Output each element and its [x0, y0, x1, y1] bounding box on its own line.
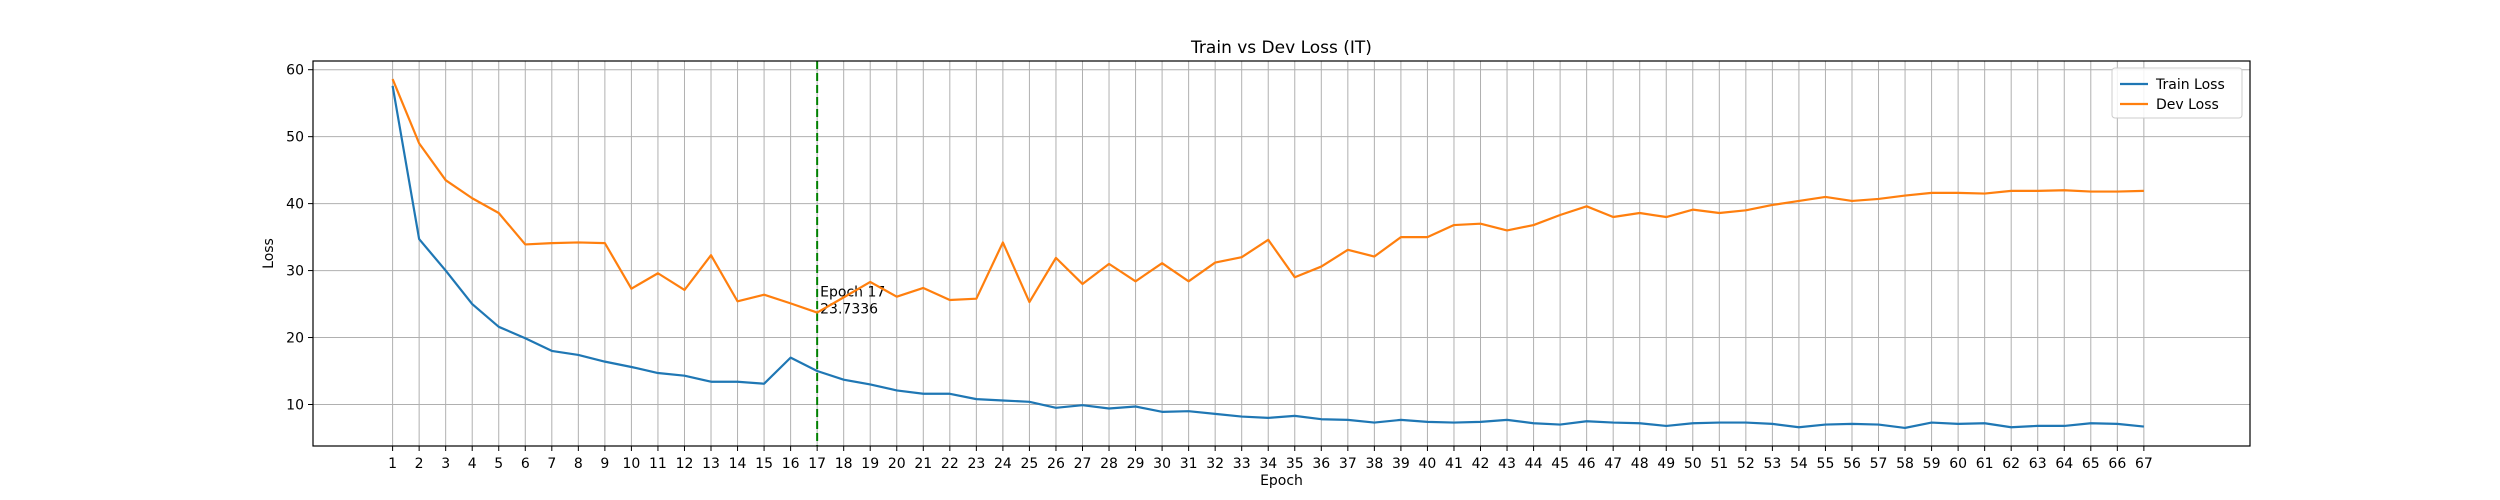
- x-tick-label: 53: [1763, 456, 1781, 472]
- x-tick-label: 64: [2055, 456, 2073, 472]
- x-tick-label: 19: [861, 456, 879, 472]
- x-axis-label: Epoch: [1260, 473, 1303, 489]
- x-ticks: 1 2 3 4 5 6 7 8 9 10 11 12 13 14 15 16 17 18 19 20 21 22 23 24 2…: [388, 446, 2153, 472]
- legend-label: Train Loss: [2155, 77, 2225, 93]
- x-tick-label: 59: [1923, 456, 1941, 472]
- x-tick-label: 63: [2029, 456, 2047, 472]
- x-tick-label: 42: [1472, 456, 1490, 472]
- x-tick-label: 31: [1180, 456, 1198, 472]
- x-tick-label: 49: [1657, 456, 1675, 472]
- x-tick-label: 21: [914, 456, 932, 472]
- legend: Train Loss Dev Loss: [2111, 67, 2243, 119]
- x-tick-label: 67: [2135, 456, 2153, 472]
- x-tick-label: 7: [547, 456, 556, 472]
- x-tick-label: 52: [1737, 456, 1755, 472]
- x-tick-label: 62: [2002, 456, 2020, 472]
- x-tick-label: 9: [600, 456, 609, 472]
- x-tick-label: 37: [1339, 456, 1357, 472]
- x-tick-label: 24: [994, 456, 1012, 472]
- x-tick-label: 36: [1312, 456, 1330, 472]
- x-tick-label: 23: [967, 456, 985, 472]
- x-tick-label: 17: [808, 456, 826, 472]
- x-tick-label: 45: [1551, 456, 1569, 472]
- x-tick-label: 54: [1790, 456, 1808, 472]
- x-tick-label: 3: [441, 456, 450, 472]
- series-line-train-loss: [391, 85, 2144, 430]
- x-tick-label: 66: [2108, 456, 2126, 472]
- grid-layer: [313, 61, 2250, 446]
- x-tick-label: 55: [1817, 456, 1835, 472]
- x-tick-label: 39: [1392, 456, 1410, 472]
- y-tick-label: 40: [286, 197, 304, 213]
- y-tick-label: 60: [286, 63, 304, 79]
- x-tick-label: 28: [1100, 456, 1118, 472]
- x-tick-label: 34: [1259, 456, 1277, 472]
- chart-title: Train vs Dev Loss (IT): [1190, 38, 1372, 58]
- x-tick-label: 13: [702, 456, 720, 472]
- x-tick-label: 10: [622, 456, 640, 472]
- y-tick-label: 50: [286, 130, 304, 146]
- x-tick-label: 47: [1604, 456, 1622, 472]
- x-tick-label: 16: [782, 456, 800, 472]
- y-tick-label: 10: [286, 397, 304, 413]
- x-tick-label: 60: [1949, 456, 1967, 472]
- x-tick-label: 20: [888, 456, 906, 472]
- x-tick-label: 22: [941, 456, 959, 472]
- y-ticks: 10 20 30 40 50 60: [286, 63, 313, 413]
- x-tick-label: 32: [1206, 456, 1224, 472]
- x-tick-label: 12: [676, 456, 694, 472]
- x-tick-label: 30: [1153, 456, 1171, 472]
- x-tick-label: 6: [521, 456, 530, 472]
- x-tick-label: 11: [649, 456, 667, 472]
- x-tick-label: 4: [468, 456, 477, 472]
- x-tick-label: 33: [1233, 456, 1251, 472]
- x-tick-label: 29: [1127, 456, 1145, 472]
- y-tick-label: 20: [286, 331, 304, 347]
- x-tick-label: 44: [1525, 456, 1543, 472]
- series-layer: [391, 78, 2144, 430]
- plot-frame: [312, 60, 2251, 447]
- y-axis-label: Loss: [261, 238, 277, 269]
- y-tick-label: 30: [286, 264, 304, 280]
- x-tick-label: 51: [1710, 456, 1728, 472]
- x-tick-label: 14: [729, 456, 747, 472]
- annotation-value-text: 23.7336: [820, 302, 878, 318]
- x-tick-label: 65: [2082, 456, 2100, 472]
- x-tick-label: 5: [494, 456, 503, 472]
- x-tick-label: 40: [1419, 456, 1437, 472]
- x-tick-label: 2: [415, 456, 424, 472]
- x-tick-label: 8: [574, 456, 583, 472]
- x-tick-label: 1: [388, 456, 397, 472]
- x-tick-label: 46: [1578, 456, 1596, 472]
- x-tick-label: 57: [1870, 456, 1888, 472]
- x-tick-label: 38: [1365, 456, 1383, 472]
- x-tick-label: 25: [1021, 456, 1039, 472]
- x-tick-label: 48: [1631, 456, 1649, 472]
- x-tick-label: 43: [1498, 456, 1516, 472]
- x-tick-label: 35: [1286, 456, 1304, 472]
- legend-box: [2111, 67, 2243, 119]
- x-tick-label: 41: [1445, 456, 1463, 472]
- series-line-dev-loss: [391, 78, 2144, 314]
- x-tick-label: 27: [1074, 456, 1092, 472]
- x-tick-label: 61: [1976, 456, 1994, 472]
- x-tick-label: 56: [1843, 456, 1861, 472]
- legend-label: Dev Loss: [2156, 97, 2219, 113]
- x-tick-label: 58: [1896, 456, 1914, 472]
- x-tick-label: 50: [1684, 456, 1702, 472]
- x-tick-label: 15: [755, 456, 773, 472]
- x-tick-label: 18: [835, 456, 853, 472]
- x-tick-label: 26: [1047, 456, 1065, 472]
